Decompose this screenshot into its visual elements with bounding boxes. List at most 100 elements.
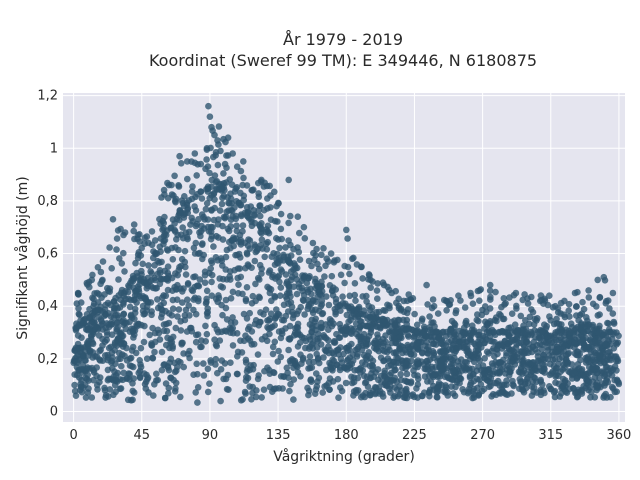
data-point — [204, 223, 212, 231]
data-point — [424, 378, 431, 385]
x-axis-label: Vågriktning (grader) — [273, 448, 415, 465]
data-point — [86, 314, 93, 321]
data-point — [475, 317, 482, 325]
data-point — [524, 300, 532, 307]
data-point — [239, 222, 247, 229]
data-point — [216, 275, 223, 282]
data-point — [454, 358, 462, 365]
data-point — [229, 288, 237, 296]
data-point — [153, 250, 161, 257]
data-point — [172, 324, 180, 332]
data-point — [569, 370, 576, 377]
data-point — [233, 227, 241, 235]
data-point — [366, 362, 374, 370]
data-point — [229, 150, 236, 157]
data-point — [222, 296, 230, 304]
data-point — [262, 306, 270, 314]
data-point — [520, 322, 527, 330]
data-point — [212, 355, 220, 363]
data-point — [223, 208, 230, 216]
data-point — [275, 254, 282, 262]
data-point — [287, 260, 294, 267]
data-point — [145, 262, 152, 269]
data-point — [429, 296, 437, 303]
data-point — [118, 286, 126, 294]
data-point — [287, 380, 294, 388]
data-point — [367, 276, 374, 284]
data-point — [202, 338, 209, 345]
data-point — [424, 350, 432, 357]
data-point — [485, 383, 493, 391]
data-point — [536, 334, 543, 341]
data-point — [326, 282, 334, 289]
data-point — [250, 340, 258, 348]
data-point — [306, 353, 314, 360]
data-point — [405, 325, 413, 333]
data-point — [292, 271, 299, 279]
data-point — [433, 393, 441, 401]
data-point — [413, 327, 420, 335]
data-point — [365, 332, 373, 340]
x-tick-label: 270 — [470, 428, 495, 443]
data-point — [114, 227, 122, 234]
data-point — [359, 275, 366, 282]
data-point — [434, 334, 442, 342]
data-point — [407, 378, 415, 386]
data-point — [519, 357, 526, 365]
data-point — [283, 364, 291, 372]
data-point — [200, 213, 207, 221]
data-point — [583, 314, 590, 321]
data-point — [224, 371, 232, 379]
data-point — [256, 294, 264, 302]
data-point — [344, 356, 352, 363]
data-point — [348, 330, 355, 338]
data-point — [354, 350, 361, 358]
data-point — [275, 328, 283, 335]
data-point — [413, 321, 421, 329]
data-point — [295, 280, 303, 288]
data-point — [240, 158, 247, 165]
data-point — [127, 296, 135, 304]
data-point — [118, 260, 126, 267]
data-point — [267, 216, 275, 223]
data-point — [603, 342, 611, 350]
data-point — [306, 273, 313, 280]
data-point — [92, 323, 100, 331]
data-point — [171, 388, 179, 395]
data-point — [425, 343, 432, 351]
data-point — [397, 333, 404, 341]
data-point — [204, 185, 212, 192]
data-point — [153, 284, 160, 292]
data-point — [271, 315, 279, 323]
data-point — [322, 321, 330, 328]
data-point — [550, 339, 558, 346]
data-point — [380, 339, 387, 347]
data-point — [539, 361, 546, 369]
data-point — [141, 310, 149, 318]
data-point — [552, 329, 559, 336]
data-point — [110, 391, 117, 399]
x-tick-label: 225 — [402, 428, 427, 443]
data-point — [197, 188, 205, 196]
data-point — [149, 355, 157, 362]
data-point — [348, 360, 356, 368]
data-point — [344, 263, 352, 271]
data-point — [194, 399, 201, 406]
data-point — [558, 384, 565, 392]
data-point — [355, 305, 363, 313]
data-point — [424, 357, 431, 365]
data-point — [206, 194, 213, 202]
data-point — [215, 123, 223, 130]
data-point — [567, 320, 575, 328]
data-point — [123, 319, 130, 327]
data-point — [476, 328, 483, 336]
data-point — [134, 231, 142, 239]
data-point — [208, 176, 216, 184]
data-point — [138, 321, 145, 329]
data-point — [561, 297, 568, 305]
data-point — [541, 369, 548, 376]
data-point — [108, 265, 115, 272]
data-point — [258, 265, 266, 273]
data-point — [211, 204, 218, 212]
